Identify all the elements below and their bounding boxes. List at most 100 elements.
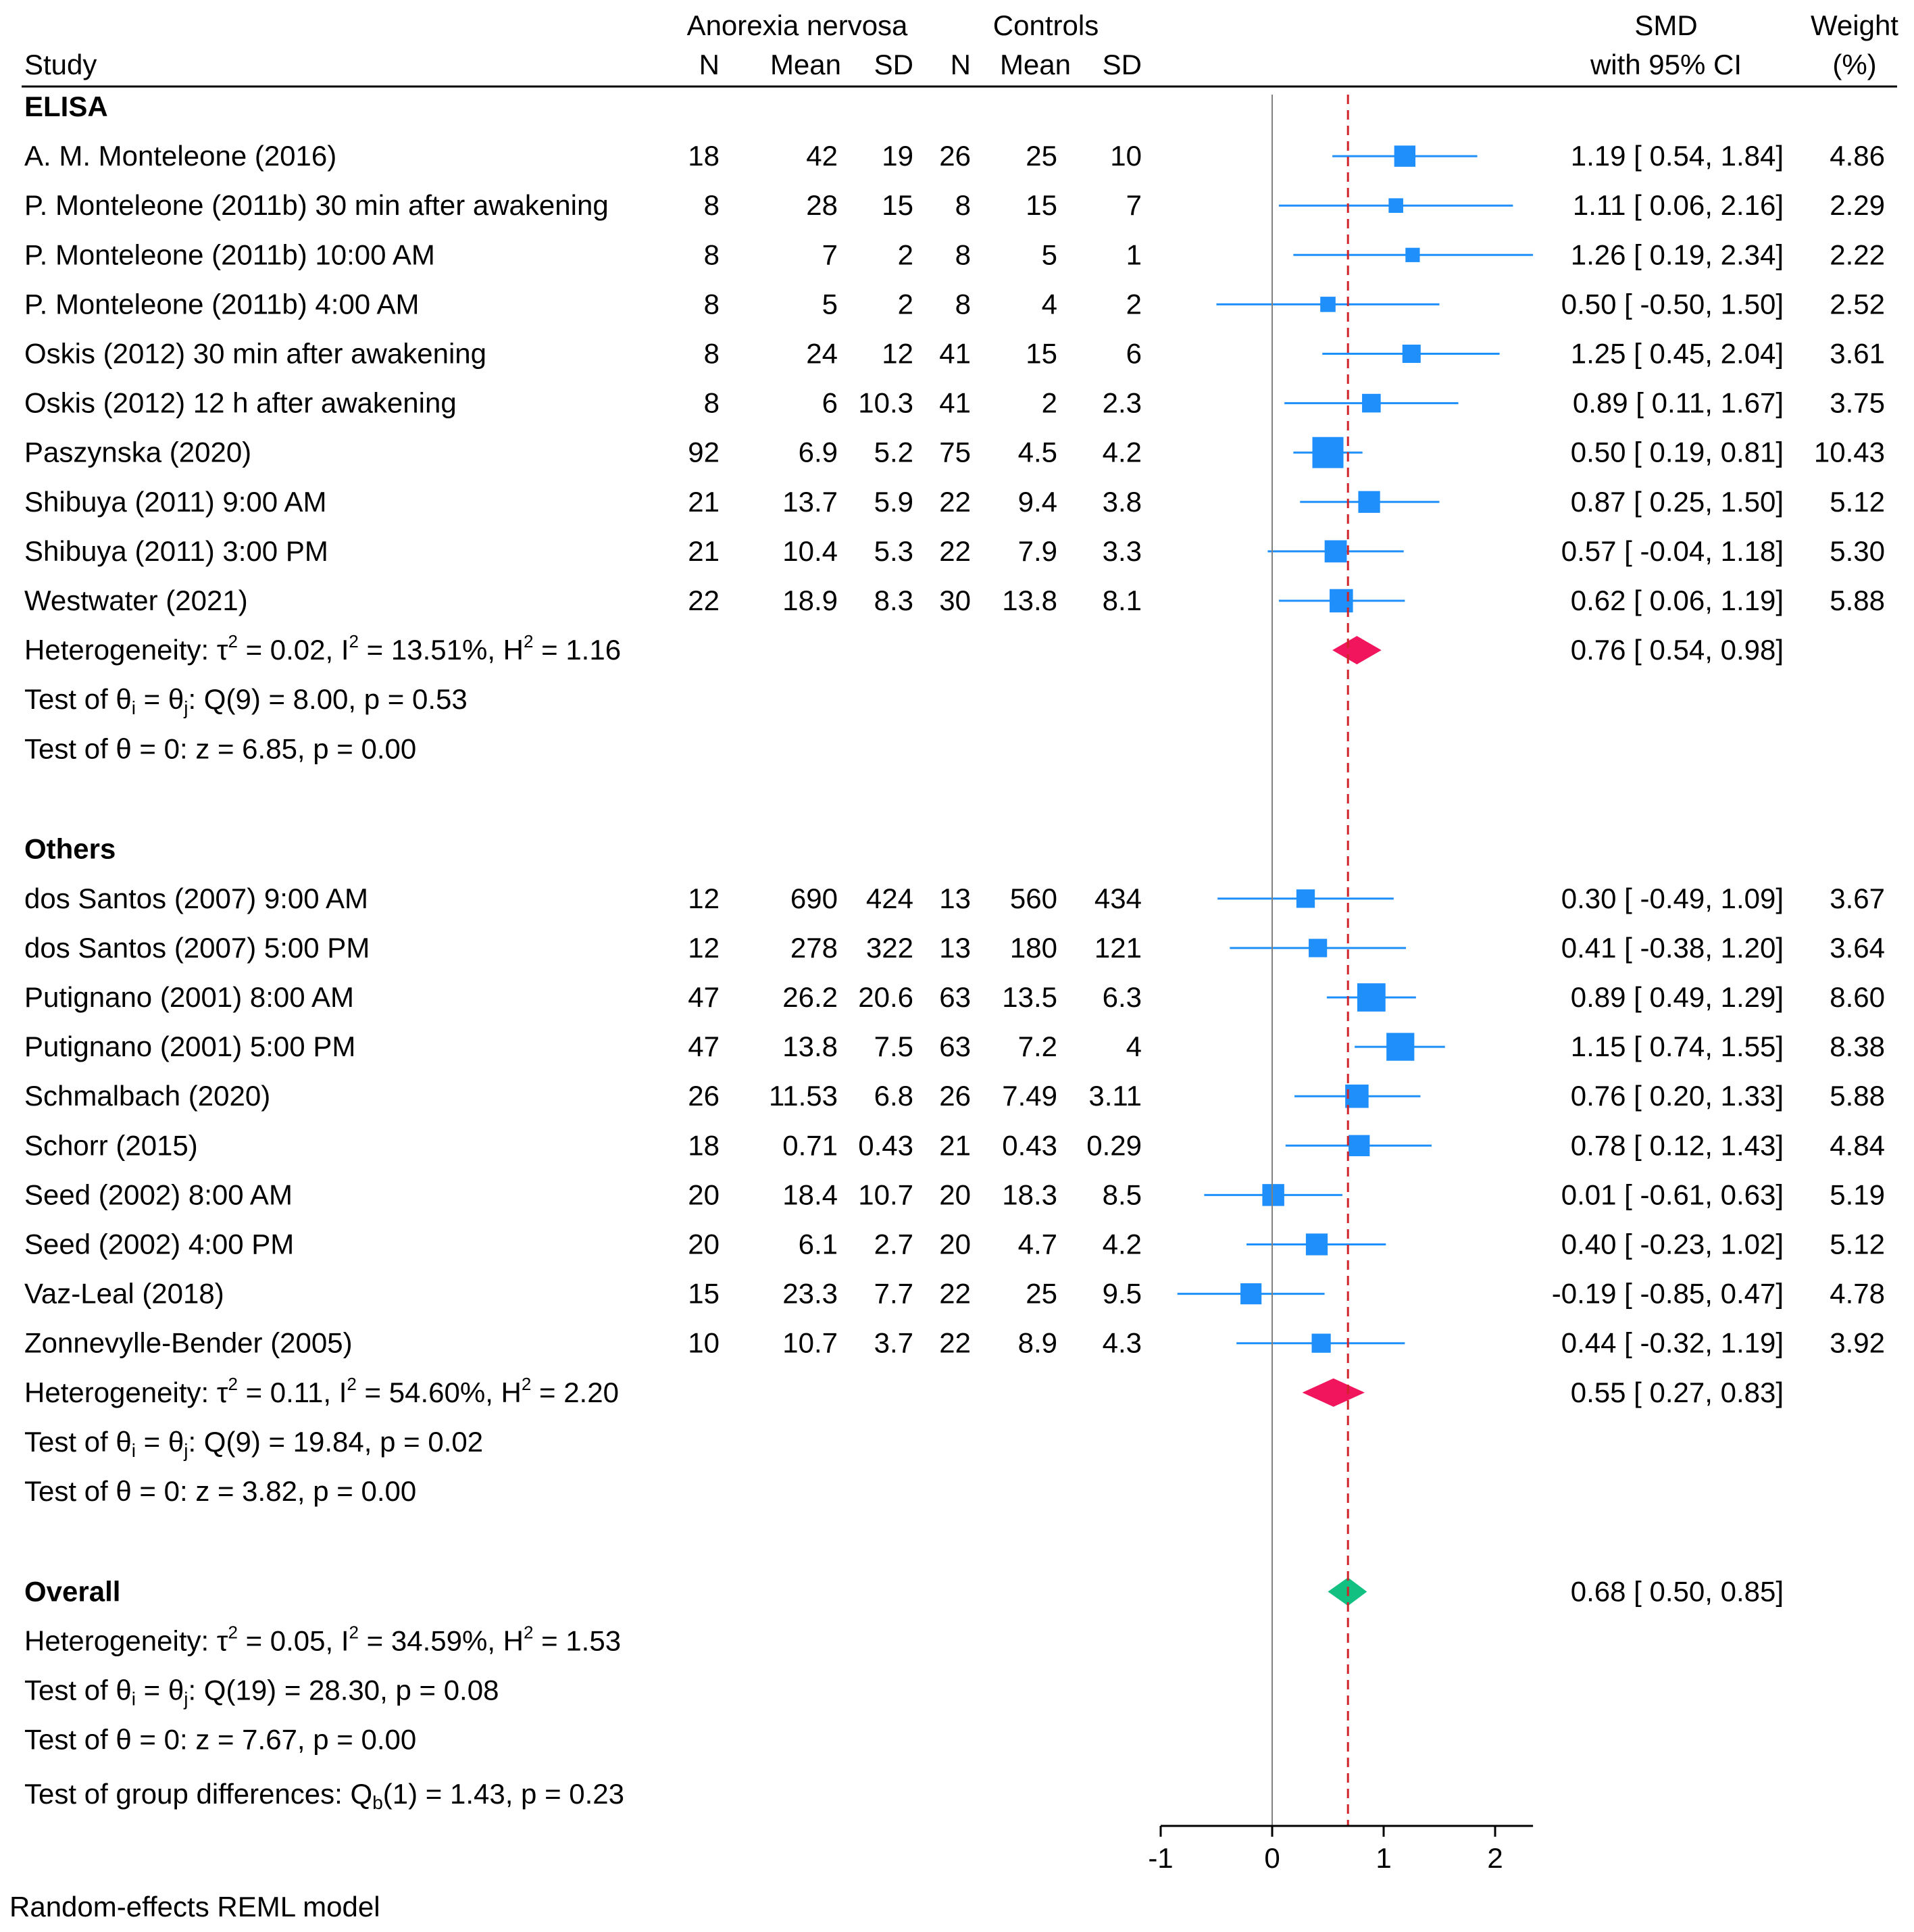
study-sd2: 0.29	[1086, 1129, 1142, 1161]
study-n2: 22	[939, 1278, 971, 1310]
study-label: Shibuya (2011) 3:00 PM	[24, 535, 328, 567]
group-label: ELISA	[24, 91, 108, 122]
column-headers: Anorexia nervosa Controls SMD Weight Stu…	[22, 9, 1898, 88]
study-sd1: 12	[882, 338, 913, 370]
study-sd2: 3.3	[1103, 535, 1142, 567]
study-mean2: 13.5	[1002, 981, 1057, 1013]
study-mean2: 13.8	[1002, 585, 1057, 616]
study-smd-ci: 0.76 [ 0.20, 1.33]	[1571, 1080, 1784, 1112]
study-mean2: 4.5	[1018, 437, 1057, 468]
study-mean1: 7	[822, 239, 838, 270]
study-marker	[1312, 437, 1344, 468]
study-sd1: 10.3	[858, 387, 913, 419]
study-n2: 22	[939, 1327, 971, 1359]
study-marker	[1362, 393, 1381, 413]
n1-header: N	[699, 49, 720, 80]
study-mean1: 6.9	[799, 437, 838, 468]
study-label: Schmalbach (2020)	[24, 1080, 270, 1112]
study-mean1: 5	[822, 288, 838, 320]
study-mean1: 26.2	[782, 981, 838, 1013]
study-n1: 20	[688, 1228, 720, 1260]
study-mean2: 180	[1010, 932, 1057, 964]
study-mean2: 2	[1042, 387, 1057, 419]
sd1-header: SD	[874, 49, 913, 80]
study-smd-ci: 0.30 [ -0.49, 1.09]	[1561, 883, 1784, 914]
group-smd-ci: 0.55 [ 0.27, 0.83]	[1571, 1377, 1784, 1408]
study-marker	[1357, 983, 1386, 1012]
study-label: Seed (2002) 4:00 PM	[24, 1228, 294, 1260]
overall-z-test: Test of θ = 0: z = 7.67, p = 0.00	[24, 1724, 416, 1756]
study-sd1: 15	[882, 189, 913, 221]
study-mean2: 8.9	[1018, 1327, 1057, 1359]
study-weight: 2.52	[1830, 288, 1885, 320]
axis-tick-label: 0	[1264, 1842, 1280, 1874]
study-sd1: 7.7	[874, 1278, 913, 1310]
study-mean2: 25	[1026, 1278, 1057, 1310]
group-z-test: Test of θ = 0: z = 6.85, p = 0.00	[24, 733, 416, 764]
overall-smd-ci: 0.68 [ 0.50, 0.85]	[1571, 1575, 1784, 1607]
study-mean1: 0.71	[782, 1129, 838, 1161]
study-mean1: 23.3	[782, 1278, 838, 1310]
study-sd1: 7.5	[874, 1031, 913, 1062]
study-marker	[1262, 1184, 1284, 1206]
study-sd1: 20.6	[858, 981, 913, 1013]
study-sd2: 3.11	[1088, 1080, 1142, 1112]
study-mean1: 13.8	[782, 1031, 838, 1062]
study-marker	[1394, 145, 1416, 167]
study-n2: 26	[939, 140, 971, 172]
study-mean1: 278	[790, 932, 838, 964]
study-sd2: 8.5	[1103, 1179, 1142, 1210]
study-weight: 3.75	[1830, 387, 1885, 419]
study-label: Shibuya (2011) 9:00 AM	[24, 486, 327, 518]
study-weight: 3.64	[1830, 932, 1885, 964]
study-n1: 21	[688, 486, 720, 518]
study-mean1: 24	[806, 338, 838, 370]
study-mean2: 7.9	[1018, 535, 1057, 567]
study-mean2: 0.43	[1002, 1129, 1057, 1161]
group-summary-diamond	[1332, 636, 1382, 665]
study-mean1: 13.7	[782, 486, 838, 518]
study-smd-ci: 0.40 [ -0.23, 1.02]	[1561, 1228, 1784, 1260]
study-sd2: 4.3	[1103, 1327, 1142, 1359]
study-weight: 4.86	[1830, 140, 1885, 172]
study-mean2: 7.2	[1018, 1031, 1057, 1062]
study-label: Westwater (2021)	[24, 585, 248, 616]
study-n2: 21	[939, 1129, 971, 1161]
study-smd-ci: 1.15 [ 0.74, 1.55]	[1571, 1031, 1784, 1062]
study-n1: 8	[704, 239, 720, 270]
study-n2: 63	[939, 981, 971, 1013]
study-n1: 18	[688, 1129, 720, 1161]
study-n2: 22	[939, 486, 971, 518]
study-smd-ci: 0.01 [ -0.61, 0.63]	[1561, 1179, 1784, 1210]
study-sd2: 434	[1094, 883, 1142, 914]
axis-tick-label: 2	[1487, 1842, 1503, 1874]
study-smd-ci: 1.26 [ 0.19, 2.34]	[1571, 239, 1784, 270]
study-n1: 8	[704, 338, 720, 370]
study-marker	[1388, 198, 1403, 213]
study-label: P. Monteleone (2011b) 10:00 AM	[24, 239, 435, 270]
study-weight: 2.29	[1830, 189, 1885, 221]
study-mean2: 25	[1026, 140, 1057, 172]
study-label: Putignano (2001) 5:00 PM	[24, 1031, 355, 1062]
overall-label: Overall	[24, 1575, 120, 1607]
study-weight: 8.38	[1830, 1031, 1885, 1062]
study-mean2: 9.4	[1018, 486, 1057, 518]
study-n2: 13	[939, 932, 971, 964]
study-label: P. Monteleone (2011b) 30 min after awake…	[24, 189, 609, 221]
overall-q-test: Test of θi = θj: Q(19) = 28.30, p = 0.08	[24, 1675, 499, 1710]
study-n2: 63	[939, 1031, 971, 1062]
study-smd-ci: 0.44 [ -0.32, 1.19]	[1561, 1327, 1784, 1359]
study-weight: 5.88	[1830, 585, 1885, 616]
study-sd2: 3.8	[1103, 486, 1142, 518]
study-sd1: 8.3	[874, 585, 913, 616]
study-marker	[1296, 889, 1315, 908]
study-smd-ci: 0.87 [ 0.25, 1.50]	[1571, 486, 1784, 518]
study-label: Paszynska (2020)	[24, 437, 251, 468]
study-n1: 47	[688, 981, 720, 1013]
study-mean1: 18.4	[782, 1179, 838, 1210]
study-sd2: 6	[1126, 338, 1142, 370]
study-mean1: 11.53	[769, 1080, 838, 1112]
study-weight: 5.30	[1830, 535, 1885, 567]
study-weight: 2.22	[1830, 239, 1885, 270]
